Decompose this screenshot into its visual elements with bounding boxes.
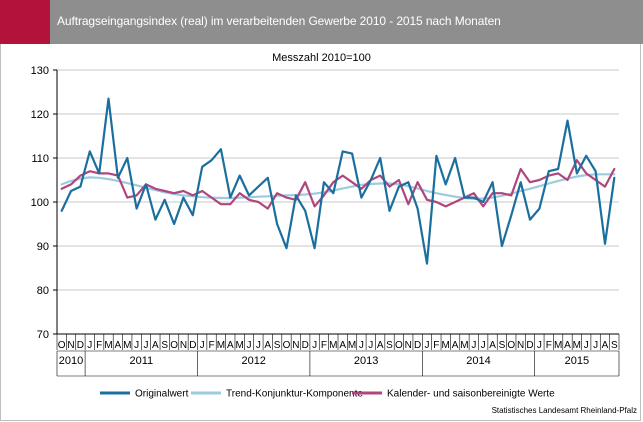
year-label: 2010 [59,355,83,367]
month-label: M [123,340,131,351]
month-label: N [67,340,74,351]
month-label: J [471,340,476,351]
month-label: M [573,340,581,351]
title-accent-block [0,0,50,44]
month-label: M [217,340,225,351]
month-label: J [200,340,205,351]
month-label: S [611,340,618,351]
month-label: S [161,340,168,351]
series-lines [60,97,616,265]
month-label: N [405,340,412,351]
month-label: M [104,340,112,351]
month-label: J [143,340,148,351]
month-label: A [564,340,571,351]
month-label: O [507,340,515,351]
y-tick-label: 110 [31,153,49,165]
month-label: S [386,340,393,351]
month-label: F [546,340,552,351]
month-label: J [368,340,373,351]
month-label: J [87,340,92,351]
month-label: D [414,340,421,351]
month-label: J [481,340,486,351]
month-label: S [274,340,281,351]
month-label: F [208,340,214,351]
month-label: O [58,340,66,351]
month-label: S [499,340,506,351]
month-label: O [395,340,403,351]
month-label: A [339,340,346,351]
chart-frame [0,44,641,421]
month-label: N [517,340,524,351]
y-axis: 70 80 90 100 110 120 130 [31,65,58,341]
original-series-line [60,97,616,265]
y-tick-label: 90 [37,241,49,253]
adjusted-series-line [60,159,616,210]
year-label: 2011 [129,355,153,367]
y-tick-label: 120 [31,109,49,121]
year-label: 2014 [466,355,490,367]
month-label: D [526,340,533,351]
y-tick-label: 70 [37,329,49,341]
month-label: F [96,340,102,351]
y-tick-label: 130 [31,65,49,77]
title-bar [0,0,643,44]
month-label: N [292,340,299,351]
y-tick-label: 100 [31,197,49,209]
month-label: A [115,340,122,351]
month-label: J [424,340,429,351]
month-label: A [452,340,459,351]
month-label: J [593,340,598,351]
y-tick-label: 80 [37,285,49,297]
month-label: J [247,340,252,351]
month-label: J [537,340,542,351]
month-label: M [554,340,562,351]
month-label: M [460,340,468,351]
month-label: J [359,340,364,351]
month-label: F [321,340,327,351]
grid-lines [57,69,619,335]
month-label: J [312,340,317,351]
month-label: M [348,340,356,351]
month-label: A [264,340,271,351]
month-label: J [256,340,261,351]
month-label: J [584,340,589,351]
month-label: J [134,340,139,351]
month-label: O [170,340,178,351]
month-label: A [489,340,496,351]
month-label: M [235,340,243,351]
month-label: M [442,340,450,351]
month-label: D [302,340,309,351]
month-label: D [189,340,196,351]
month-label: N [180,340,187,351]
month-label: F [433,340,439,351]
month-label: A [602,340,609,351]
source-note: Statistisches Landesamt Rheinland-Pfalz [491,406,637,415]
chart-subtitle: Messzahl 2010=100 [272,52,371,64]
month-label: A [227,340,234,351]
month-label: O [283,340,291,351]
legend-item-original-label: Originalwert [135,389,189,400]
legend: Originalwert Trend-Konjunktur-Komponente K… [100,389,555,400]
year-label: 2012 [241,355,265,367]
year-label: 2013 [354,355,378,367]
month-label: M [329,340,337,351]
month-label: A [152,340,159,351]
month-label: A [377,340,384,351]
year-label: 2015 [565,355,589,367]
chart-title: Auftragseingangsindex (real) im verarbei… [57,14,501,28]
legend-item-trend-label: Trend-Konjunktur-Komponente [226,389,363,400]
month-label: D [77,340,84,351]
legend-item-adjusted-label: Kalender- und saisonbereinigte Werte [387,389,555,400]
